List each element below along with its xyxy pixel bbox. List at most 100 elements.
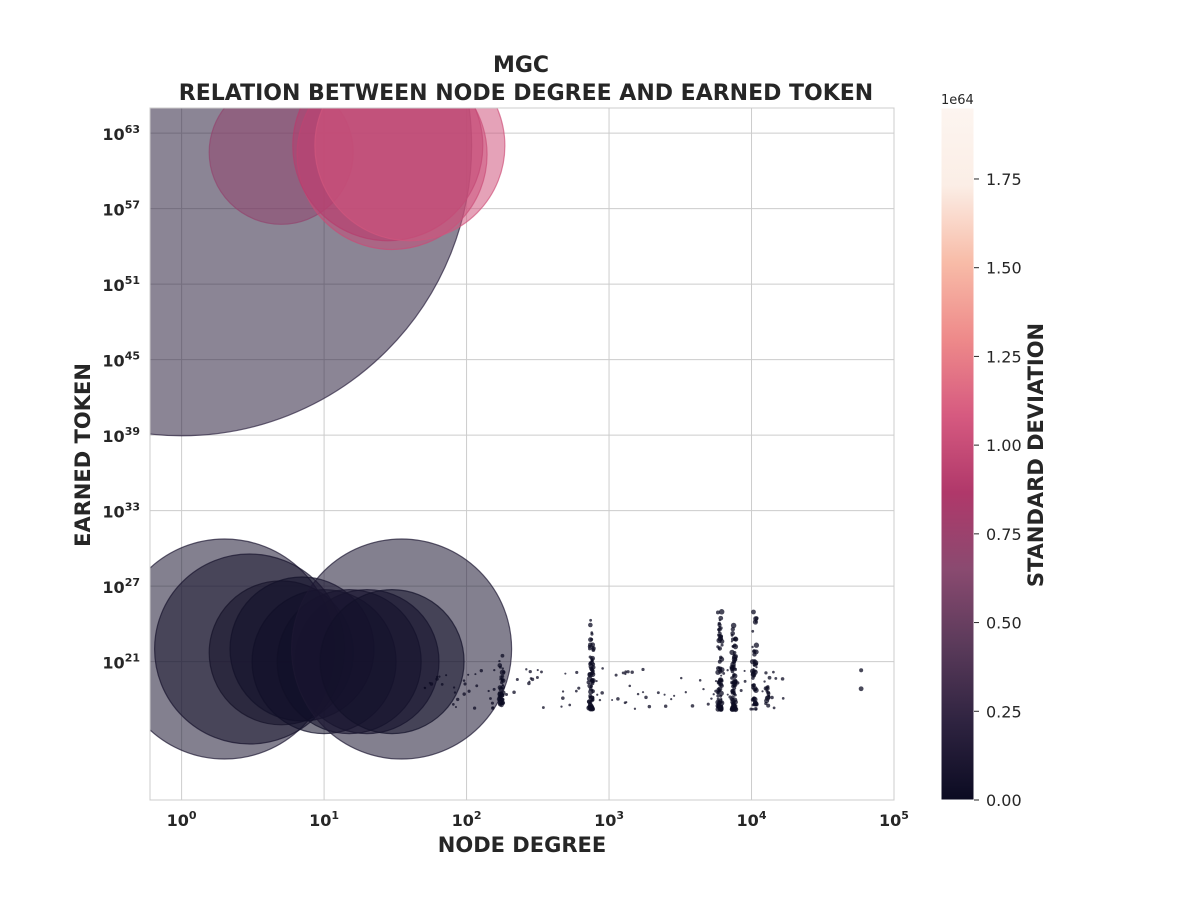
cluster-point-264 <box>733 701 736 704</box>
scatter-point-104 <box>536 668 539 672</box>
cluster-point-267 <box>731 707 734 710</box>
scatter-point-67 <box>515 677 519 682</box>
scatter-point-27 <box>621 671 625 675</box>
scatter-point-17 <box>560 705 563 708</box>
cluster-point-189 <box>718 666 723 671</box>
scatter-point-12 <box>670 698 673 701</box>
cluster-point-38 <box>496 696 502 702</box>
scatter-point-78 <box>436 675 439 679</box>
x-tick-label-4: 104 <box>737 809 767 830</box>
x-tick-label-2: 102 <box>452 809 482 830</box>
cluster-point-317 <box>754 702 759 707</box>
cluster-point-104 <box>591 681 595 686</box>
cluster-point-325 <box>766 703 771 708</box>
scatter-point-73 <box>763 680 766 683</box>
scatter-point-59 <box>595 679 598 683</box>
scatter-point-11 <box>739 689 743 693</box>
cluster-point-30 <box>500 678 505 682</box>
scatter-point-15 <box>765 689 769 693</box>
chart-subtitle: RELATION BETWEEN NODE DEGREE AND EARNED … <box>179 81 873 106</box>
cluster-point-184 <box>718 706 724 712</box>
cluster-point-249 <box>731 665 735 668</box>
scatter-point-31 <box>440 683 444 686</box>
cluster-point-326 <box>767 675 772 680</box>
scatter-point-10 <box>684 691 687 694</box>
scatter-point-98 <box>731 690 735 693</box>
scatter-point-103 <box>698 679 702 682</box>
cluster-point-107 <box>589 655 595 661</box>
cluster-point-318 <box>752 659 757 664</box>
scatter-point-60 <box>475 684 479 688</box>
cluster-point-146 <box>718 609 725 615</box>
scatter-point-58 <box>489 697 492 700</box>
colorbar: 1e64 0.00 0.25 0.50 0.75 1.00 1.25 1.50 1.75 ST… <box>940 93 1048 810</box>
scatter-point-34 <box>586 680 591 685</box>
scatter-point-23 <box>505 692 509 696</box>
y-tick-labels: 1021 1027 1033 1039 1045 1051 1057 1063 <box>102 123 140 672</box>
scatter-point-92 <box>492 687 496 691</box>
cluster-point-243 <box>730 697 735 702</box>
colorbar-tick-label-0: 0.00 <box>986 791 1022 810</box>
cluster-point-219 <box>730 633 734 637</box>
colorbar-tick-label-1: 0.25 <box>986 702 1022 721</box>
x-axis-label: NODE DEGREE <box>438 833 606 857</box>
x-tick-label-3: 103 <box>594 809 624 830</box>
scatter-point-89 <box>633 707 637 710</box>
data-marks <box>150 108 864 760</box>
cluster-point-201 <box>730 627 735 632</box>
cluster-point-292 <box>751 676 755 680</box>
scatter-point-90 <box>596 693 599 696</box>
y-tick-label-4: 1045 <box>102 350 140 371</box>
scatter-point-18 <box>641 667 645 672</box>
cluster-point-253 <box>731 681 737 687</box>
scatter-point-20 <box>624 672 627 676</box>
cluster-point-106 <box>589 671 596 678</box>
scatter-point-40 <box>630 670 634 674</box>
cluster-point-74 <box>588 622 593 628</box>
x-tick-labels: 100 101 102 103 104 105 <box>167 809 909 830</box>
scatter-point-68 <box>726 669 729 672</box>
cluster-point-34 <box>498 659 501 663</box>
y-tick-label-2: 1033 <box>102 501 140 522</box>
scatter-point-102 <box>780 677 785 681</box>
cluster-point-157 <box>717 647 721 650</box>
scatter-point-2 <box>714 689 718 693</box>
scatter-point-86 <box>491 706 495 710</box>
scatter-point-51 <box>706 702 710 706</box>
cluster-point-308 <box>752 669 758 675</box>
scatter-point-53 <box>720 682 723 685</box>
colorbar-multiplier: 1e64 <box>941 93 974 108</box>
scatter-point-36 <box>600 691 604 695</box>
cluster-point-227 <box>730 669 735 674</box>
scatter-point-46 <box>726 693 729 696</box>
cluster-point-299 <box>751 609 756 615</box>
scatter-point-57 <box>644 695 648 700</box>
cluster-point-163 <box>718 689 721 692</box>
x-tick-label-0: 100 <box>167 809 197 830</box>
scatter-point-85 <box>772 706 776 710</box>
bubble-point-4 <box>314 108 506 242</box>
scatter-point-35 <box>636 692 640 696</box>
cluster-point-31 <box>500 653 505 658</box>
scatter-point-49 <box>454 706 458 709</box>
scatter-point-113 <box>601 667 604 670</box>
scatter-point-84 <box>663 693 666 696</box>
cluster-point-288 <box>751 645 754 649</box>
scatter-point-96 <box>472 706 477 710</box>
cluster-point-333 <box>858 686 864 692</box>
scatter-point-14 <box>564 672 567 675</box>
y-tick-label-1: 1027 <box>102 576 140 597</box>
cluster-point-197 <box>730 622 737 629</box>
scatter-point-88 <box>574 689 578 693</box>
cluster-point-58 <box>589 618 593 622</box>
cluster-point-7 <box>499 675 503 679</box>
cluster-point-262 <box>730 676 734 680</box>
scatter-point-45 <box>540 670 543 674</box>
scatter-point-43 <box>525 668 528 671</box>
scatter-point-97 <box>766 685 770 689</box>
scatter-point-82 <box>438 675 441 678</box>
scatter-point-95 <box>728 695 732 699</box>
cluster-point-100 <box>591 662 596 667</box>
scatter-point-44 <box>452 686 456 689</box>
